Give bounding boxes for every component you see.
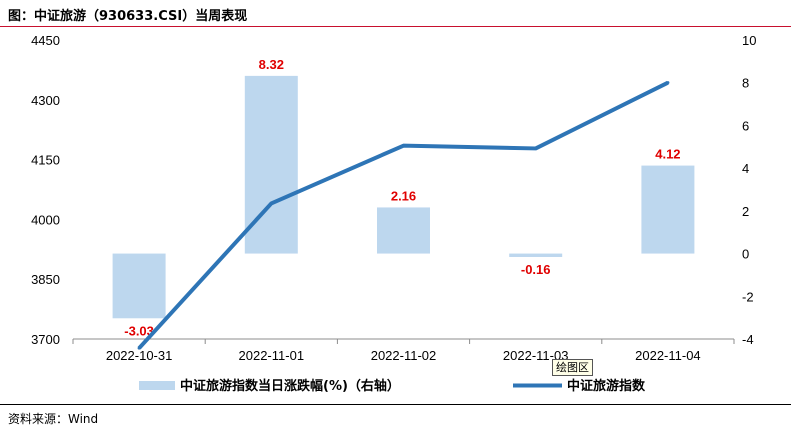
data-label-2022-11-01: 8.32 [259,57,284,72]
right-axis-tick: 0 [742,247,749,262]
x-axis-tick-label: 2022-10-31 [106,348,173,363]
legend-bar-swatch [139,381,175,390]
left-axis-tick: 4000 [31,212,60,227]
legend-line-label: 中证旅游指数 [567,378,646,394]
legend-bar-label: 中证旅游指数当日涨跌幅(%)（右轴） [180,378,400,394]
right-axis-tick: 2 [742,204,749,219]
left-axis-tick: 4450 [31,33,60,48]
index-point-2022-11-02 [402,144,405,148]
index-point-2022-11-04 [666,81,670,85]
bar-2022-11-04 [641,165,695,254]
source-note: 资料来源：Wind [8,412,99,426]
bar-2022-11-01 [244,75,298,254]
right-axis-tick: -2 [742,289,754,304]
bar-2022-11-02 [377,207,430,254]
chart-plot-area[interactable]: -3.03 8.32 2.16 -0.16 4.12 4450 4300 4150 4000 3… [0,0,791,404]
right-axis-tick: 10 [742,33,756,48]
right-axis-tick: 6 [742,118,749,133]
index-point-2022-10-31 [137,346,141,350]
footer-divider [0,404,791,405]
title-divider [0,26,791,27]
left-axis-tick: 4300 [31,93,60,108]
index-point-2022-11-03 [534,146,538,150]
left-axis-tick: 3700 [31,332,60,347]
data-label-2022-10-31: -3.03 [124,323,154,338]
data-label-2022-11-03: -0.16 [521,262,551,277]
data-label-2022-11-02: 2.16 [391,188,416,203]
index-point-2022-11-01 [269,201,273,205]
x-axis-tick-label: 2022-11-01 [239,348,305,363]
x-axis-tick-label: 2022-11-04 [635,348,701,363]
right-axis-tick: 4 [742,161,749,176]
bar-2022-10-31 [112,253,166,319]
plot-area-tooltip: 绘图区 [552,359,593,376]
data-label-2022-11-04: 4.12 [655,147,680,162]
right-axis-tick: 8 [742,76,749,91]
left-axis-tick: 3850 [31,272,60,287]
x-axis-tick-label: 2022-11-02 [371,348,437,363]
left-axis-tick: 4150 [31,153,60,168]
bar-2022-11-03 [509,253,563,257]
right-axis-tick: -4 [742,332,754,347]
page-title: 图：中证旅游（930633.CSI）当周表现 [8,9,248,24]
